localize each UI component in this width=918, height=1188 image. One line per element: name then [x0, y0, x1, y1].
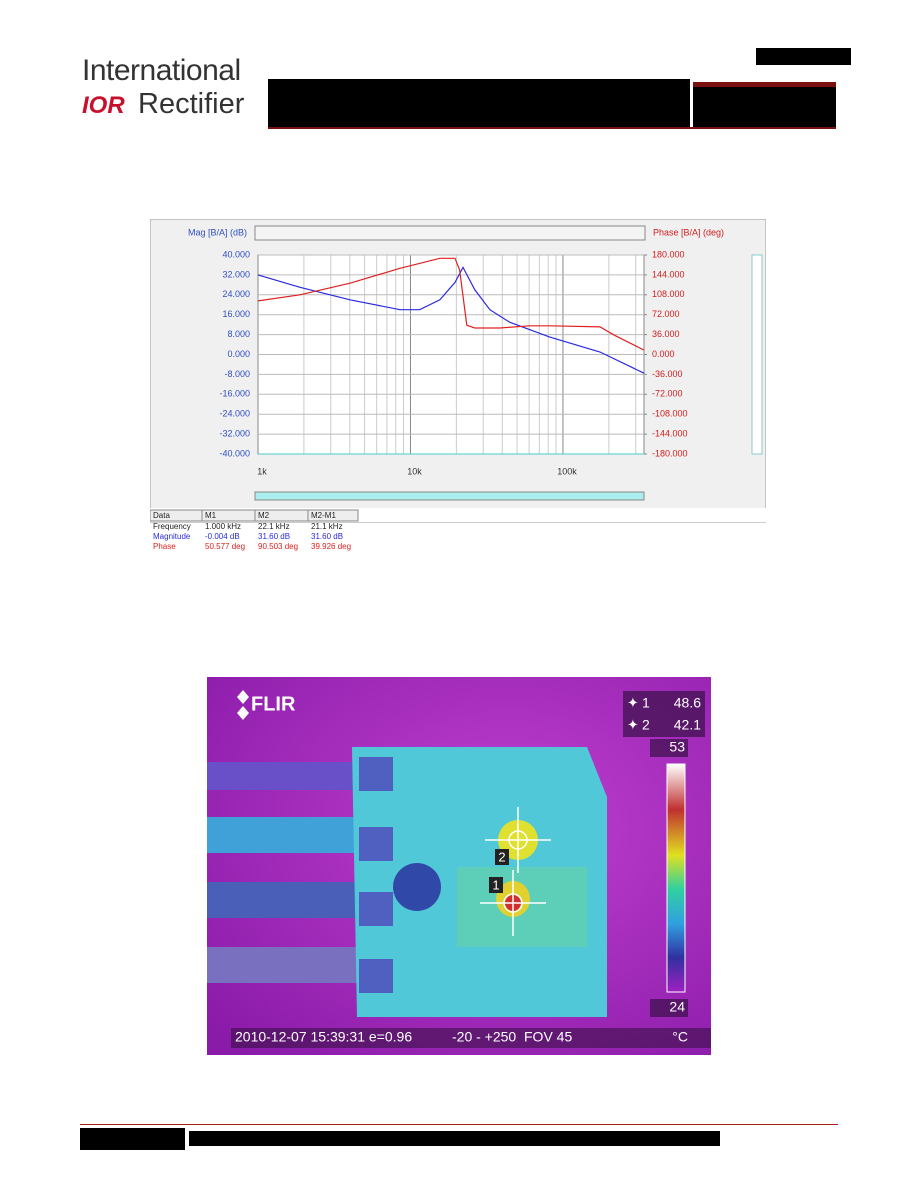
spot-label: 1 — [642, 695, 650, 711]
redacted-bar — [756, 48, 851, 65]
bode-plot: Mag [B/A] (dB) Phase [B/A] (deg) 1k 10k 10… — [150, 219, 766, 551]
table-cell: 22.1 kHz — [258, 522, 290, 531]
redacted-bar — [693, 82, 836, 127]
y-tick-label: -40.000 — [219, 448, 250, 458]
x-tick-label: 100k — [557, 466, 577, 476]
title-box — [254, 225, 646, 241]
y2-tick-label: 72.000 — [652, 309, 680, 319]
redacted-bar — [268, 79, 690, 127]
y-tick-label: -24.000 — [219, 409, 250, 419]
y2-tick-label: 108.000 — [652, 289, 685, 299]
terminal — [359, 827, 393, 861]
scrollbar[interactable] — [751, 254, 763, 455]
logo-top: International — [82, 54, 241, 87]
table-cell: -0.004 dB — [205, 532, 240, 541]
x-tick-label: 1k — [257, 466, 267, 476]
y-tick-label: 16.000 — [222, 309, 250, 319]
timestamp: 2010-12-07 15:39:31 e=0.96 — [235, 1029, 412, 1045]
redacted-bar — [189, 1131, 720, 1146]
flir-logo: FLIR — [251, 693, 296, 715]
logo-bottom: Rectifier — [138, 88, 245, 120]
marker-label: 2 — [498, 849, 505, 864]
table-header: M1 — [205, 511, 217, 520]
terminal — [359, 892, 393, 926]
color-scale — [666, 763, 686, 993]
redacted-bar — [80, 1128, 185, 1150]
y-tick-label: -8.000 — [224, 369, 250, 379]
series-line — [257, 266, 645, 374]
unit: °C — [672, 1029, 688, 1045]
scale-box — [650, 999, 688, 1017]
y-tick-label: 32.000 — [222, 269, 250, 279]
fov: FOV 45 — [524, 1029, 572, 1045]
table-cell: 50.577 deg — [205, 542, 245, 551]
scale-box — [650, 739, 688, 757]
table-cell: 90.503 deg — [258, 542, 298, 551]
marker-label: 1 — [492, 877, 499, 892]
spot-value: 48.6 — [674, 695, 701, 711]
y2-tick-label: -108.000 — [652, 409, 688, 419]
terminal — [359, 959, 393, 993]
y2-tick-label: -72.000 — [652, 389, 683, 399]
table-cell: 31.60 dB — [311, 532, 343, 541]
flir-icon — [237, 690, 249, 720]
table-cell: 21.1 kHz — [311, 522, 343, 531]
thermal-image: 2 1 FLIR ✦ 1 48.6 ✦ 2 42.1 53 24 2010-12… — [207, 677, 711, 1055]
range: -20 - +250 — [452, 1029, 516, 1045]
y2-tick-label: 180.000 — [652, 249, 685, 259]
scale-max: 53 — [669, 739, 685, 755]
y-tick-label: -16.000 — [219, 389, 250, 399]
marker-box — [489, 877, 503, 893]
y-tick-label: 0.000 — [227, 349, 250, 359]
y-tick-label: 24.000 — [222, 289, 250, 299]
footer-box — [231, 1028, 711, 1048]
spot-label: 2 — [642, 717, 650, 733]
scrollbar[interactable] — [254, 491, 645, 501]
spot-value: 42.1 — [674, 717, 701, 733]
crosshair — [480, 807, 551, 936]
table-cell: 1.000 kHz — [205, 522, 241, 531]
table-cell: 39.926 deg — [311, 542, 351, 551]
logo-mark: IOR — [82, 92, 125, 119]
table-cell: Phase — [153, 542, 176, 551]
header-rule — [268, 127, 836, 129]
table-header: M2 — [258, 511, 270, 520]
series-line — [257, 257, 645, 351]
table-header-cell — [307, 509, 359, 522]
y2-tick-label: 144.000 — [652, 269, 685, 279]
y2-tick-label: 0.000 — [652, 349, 675, 359]
table-cell: 31.60 dB — [258, 532, 290, 541]
spot-label: ✦ — [627, 695, 639, 711]
y-tick-label: 8.000 — [227, 329, 250, 339]
y2-tick-label: -144.000 — [652, 428, 688, 438]
component — [393, 863, 441, 911]
table-header: Data — [153, 511, 170, 520]
table-header: M2-M1 — [311, 511, 336, 520]
cable — [207, 762, 357, 790]
marker-box — [495, 849, 509, 865]
y-axis-label: Mag [B/A] (dB) — [188, 227, 247, 237]
scale-min: 24 — [669, 999, 685, 1015]
table-cell: Magnitude — [153, 532, 191, 541]
y2-tick-label: -180.000 — [652, 448, 688, 458]
cable — [207, 817, 357, 853]
y2-tick-label: -36.000 — [652, 369, 683, 379]
table-cell: Frequency — [153, 522, 191, 531]
y-tick-label: -32.000 — [219, 428, 250, 438]
y2-tick-label: 36.000 — [652, 329, 680, 339]
y-tick-label: 40.000 — [222, 249, 250, 259]
cable — [207, 882, 357, 918]
terminal — [359, 757, 393, 791]
x-tick-label: 10k — [407, 466, 422, 476]
footer-rule — [80, 1124, 838, 1125]
y2-axis-label: Phase [B/A] (deg) — [653, 227, 724, 237]
spot-label: ✦ — [627, 717, 639, 733]
cable — [207, 947, 357, 983]
spot-box — [623, 691, 705, 737]
